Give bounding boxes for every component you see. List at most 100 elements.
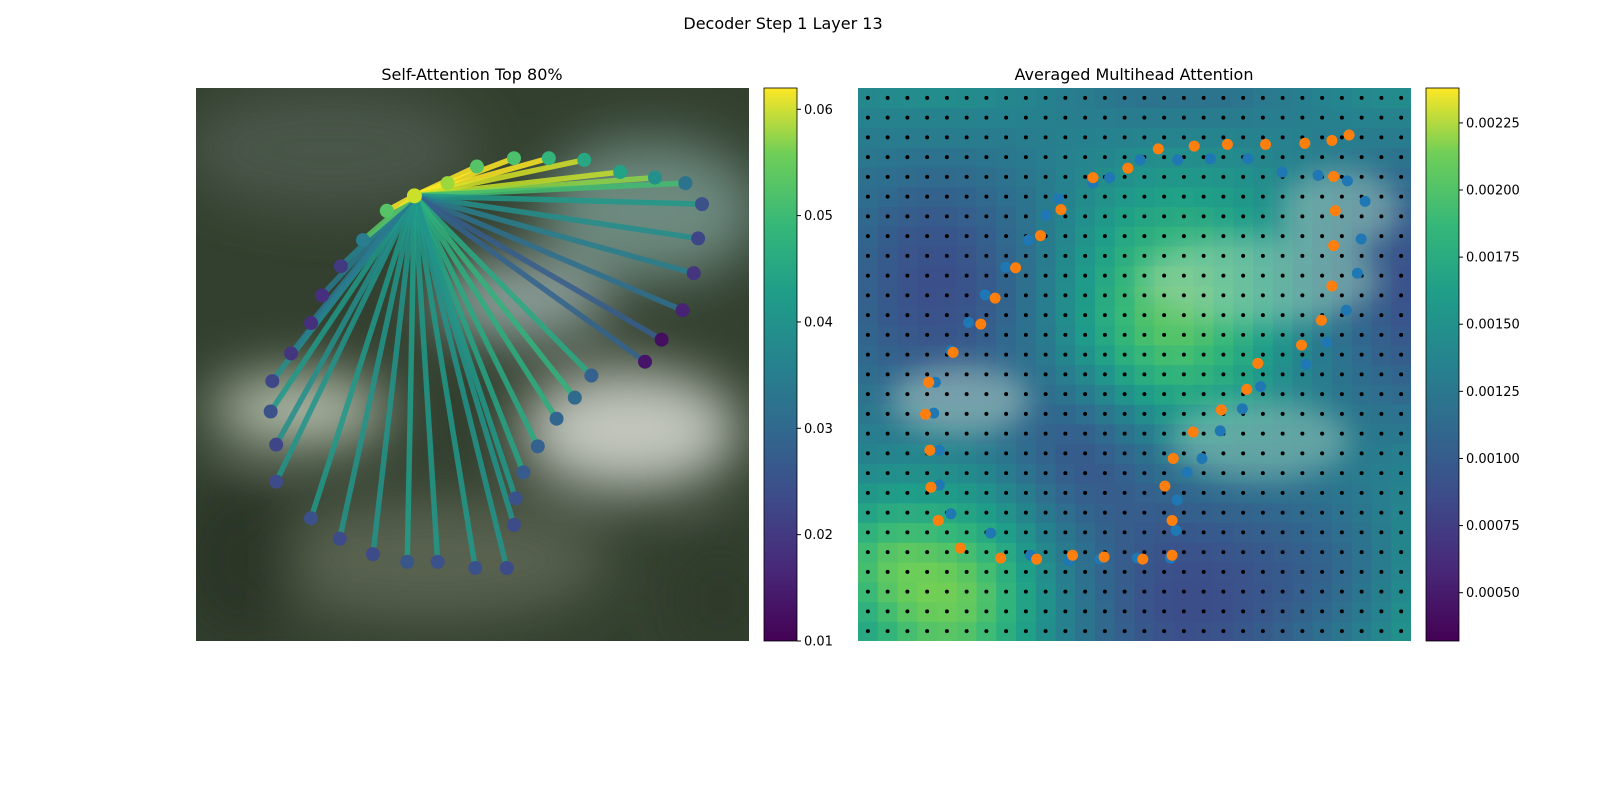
ground-truth-point-13	[1255, 381, 1267, 393]
grid-point	[1102, 392, 1107, 397]
grid-point	[885, 629, 890, 634]
grid-point	[1280, 629, 1285, 634]
keypoint-29	[269, 437, 284, 452]
grid-point	[1201, 550, 1206, 555]
grid-point	[1083, 372, 1088, 377]
grid-point	[944, 293, 949, 298]
grid-point	[905, 550, 910, 555]
grid-point	[1221, 155, 1226, 160]
keypoint-1	[469, 159, 484, 174]
grid-point	[1063, 95, 1068, 100]
grid-point	[1004, 293, 1009, 298]
predicted-point-33	[975, 318, 987, 330]
grid-point	[1142, 609, 1147, 614]
ground-truth-point-11	[1321, 336, 1333, 348]
keypoint-20	[506, 517, 521, 532]
right-panel-title: Averaged Multihead Attention	[1015, 65, 1254, 84]
grid-point	[865, 115, 870, 120]
ground-truth-point-35	[1022, 234, 1034, 246]
grid-point	[885, 411, 890, 416]
grid-point	[1162, 629, 1167, 634]
grid-point	[1399, 194, 1404, 199]
grid-point	[1083, 313, 1088, 318]
grid-point	[1241, 372, 1246, 377]
grid-point	[1201, 313, 1206, 318]
predicted-point-16	[1187, 426, 1199, 438]
grid-point	[1379, 293, 1384, 298]
grid-point	[885, 352, 890, 357]
grid-point	[1221, 313, 1226, 318]
grid-point	[1083, 253, 1088, 258]
grid-point	[944, 629, 949, 634]
grid-point	[1102, 411, 1107, 416]
grid-point	[1102, 352, 1107, 357]
grid-point	[1221, 589, 1226, 594]
grid-point	[1083, 293, 1088, 298]
grid-point	[1260, 313, 1265, 318]
grid-point	[1320, 214, 1325, 219]
predicted-point-14	[1241, 383, 1253, 395]
grid-point	[1023, 411, 1028, 416]
grid-point	[905, 174, 910, 179]
grid-point	[865, 135, 870, 140]
grid-point	[1023, 174, 1028, 179]
grid-point	[964, 135, 969, 140]
grid-point	[1063, 550, 1068, 555]
grid-point	[1280, 214, 1285, 219]
grid-point	[1280, 313, 1285, 318]
grid-point	[1023, 253, 1028, 258]
grid-point	[865, 253, 870, 258]
grid-point	[1379, 372, 1384, 377]
grid-point	[1102, 589, 1107, 594]
attention-line-13	[411, 193, 648, 365]
grid-point	[885, 471, 890, 476]
grid-point	[984, 313, 989, 318]
grid-point	[1142, 569, 1147, 574]
predicted-point-11	[1315, 314, 1327, 326]
grid-point	[944, 214, 949, 219]
grid-point	[1260, 550, 1265, 555]
grid-point	[1162, 332, 1167, 337]
grid-point	[905, 392, 910, 397]
ground-truth-point-39	[1104, 172, 1116, 184]
grid-point	[1083, 510, 1088, 515]
grid-point	[1201, 471, 1206, 476]
attention-line-15	[411, 193, 578, 401]
grid-point	[1122, 313, 1127, 318]
grid-point	[1241, 194, 1246, 199]
grid-point	[1399, 214, 1404, 219]
colorbar-tick-label: 0.00150	[1466, 318, 1520, 333]
grid-point	[1122, 135, 1127, 140]
grid-point	[1043, 431, 1048, 436]
keypoint-2	[506, 151, 521, 166]
grid-point	[1300, 629, 1305, 634]
grid-point	[1023, 431, 1028, 436]
grid-point	[1083, 471, 1088, 476]
grid-point	[1260, 392, 1265, 397]
predicted-point-27	[932, 514, 944, 526]
grid-point	[944, 253, 949, 258]
grid-point	[865, 313, 870, 318]
keypoint-17	[530, 439, 545, 454]
grid-point	[1162, 550, 1167, 555]
grid-point	[1142, 471, 1147, 476]
grid-point	[1122, 352, 1127, 357]
grid-point	[1241, 293, 1246, 298]
grid-point	[925, 115, 930, 120]
grid-point	[1221, 490, 1226, 495]
ground-truth-point-16	[1196, 453, 1208, 465]
keypoint-11	[675, 303, 690, 318]
grid-point	[944, 569, 949, 574]
grid-point	[944, 273, 949, 278]
grid-point	[964, 352, 969, 357]
grid-point	[1339, 609, 1344, 614]
grid-point	[925, 234, 930, 239]
colorbar-tick-label: 0.05	[804, 209, 833, 224]
grid-point	[1379, 629, 1384, 634]
grid-point	[1201, 214, 1206, 219]
attention-line-23	[411, 193, 441, 565]
grid-point	[1320, 95, 1325, 100]
ground-truth-point-27	[933, 479, 945, 491]
grid-point	[865, 372, 870, 377]
grid-point	[1359, 352, 1364, 357]
